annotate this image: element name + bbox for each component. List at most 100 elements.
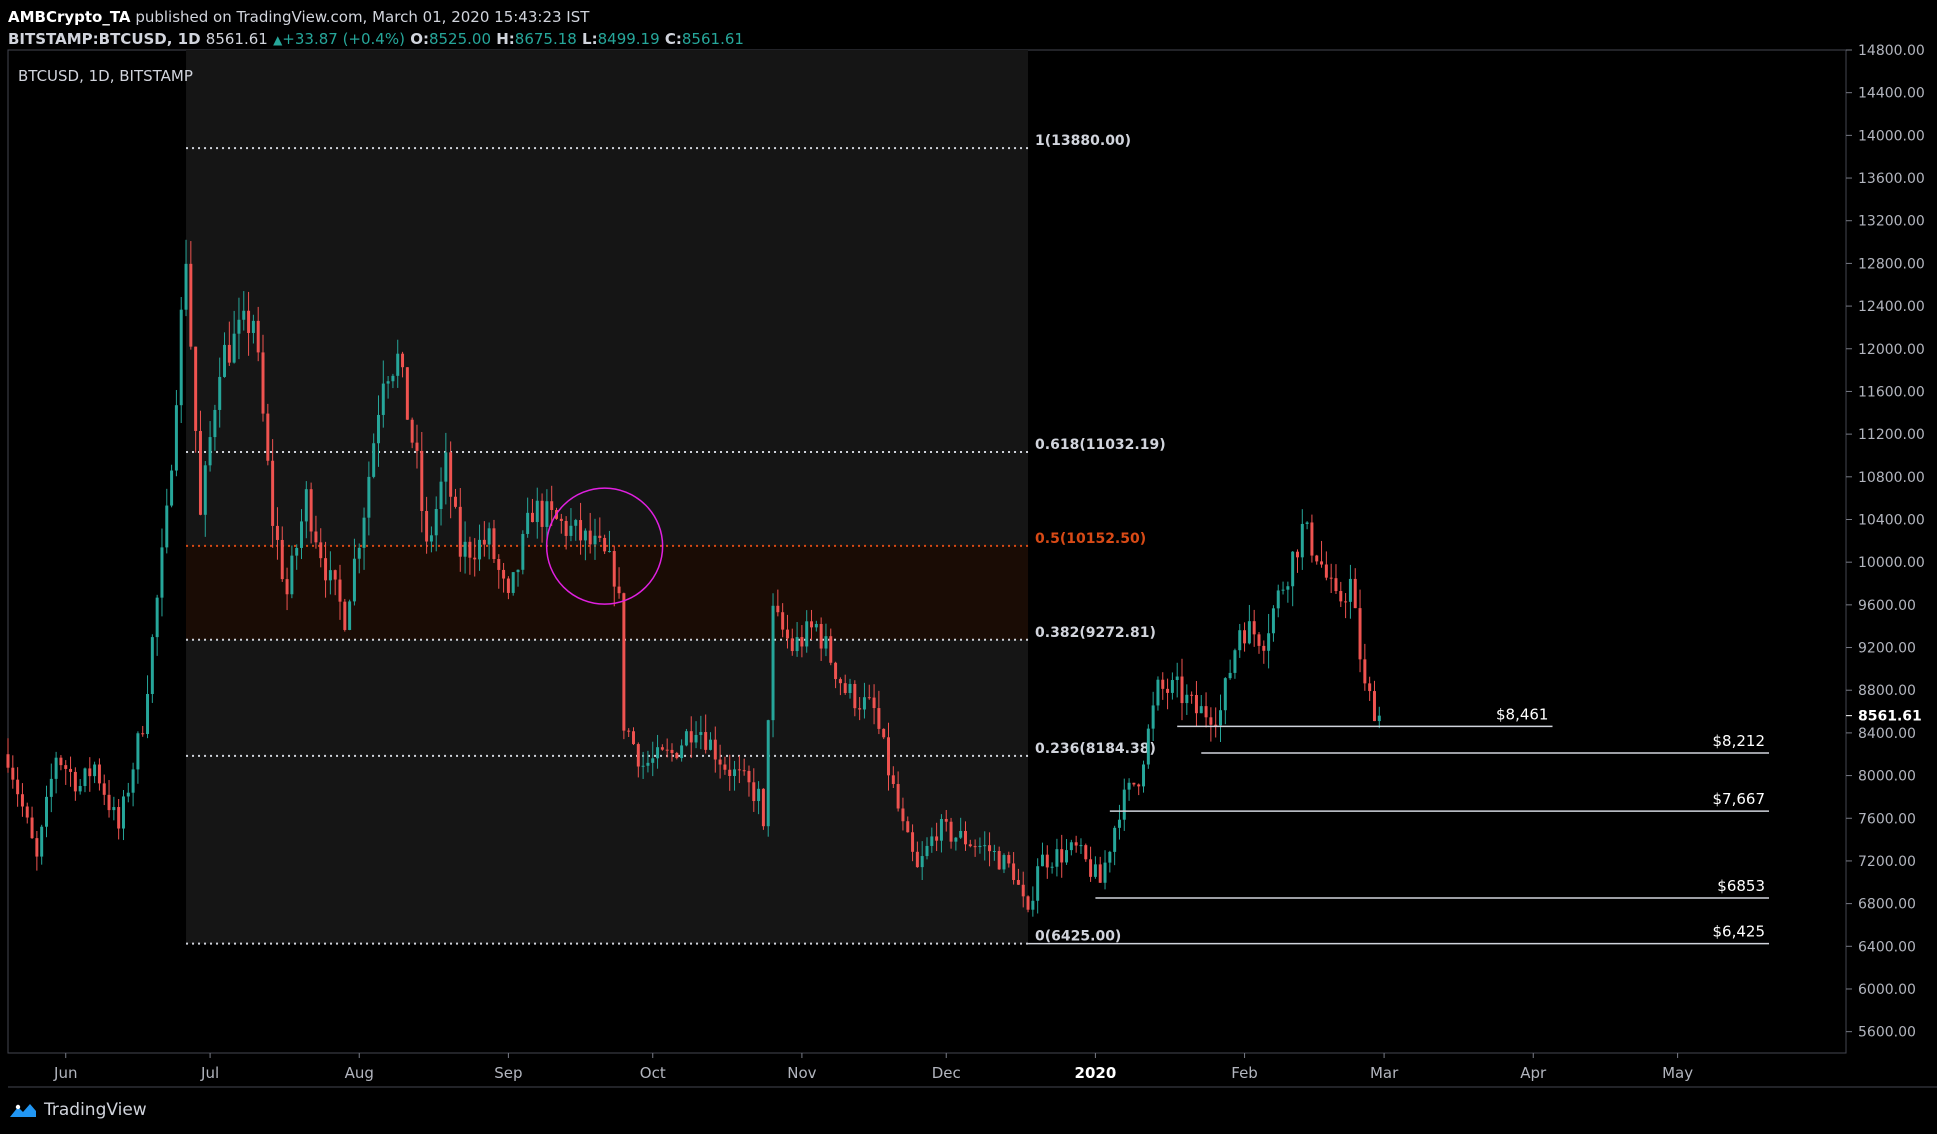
x-tick-label: Sep [494, 1064, 522, 1082]
candle-body [699, 732, 703, 735]
candle-body [968, 844, 972, 847]
candle-body [511, 572, 515, 593]
candle-body [1247, 621, 1251, 644]
candle-body [790, 638, 794, 652]
candle-body [627, 730, 631, 732]
candle-body [232, 333, 236, 363]
candle-body [887, 737, 890, 776]
y-tick-label: 13200.00 [1858, 214, 1925, 230]
candle-body [165, 505, 169, 548]
candle-body [78, 786, 82, 792]
y-tick-label: 6000.00 [1858, 982, 1916, 998]
candle-body [949, 821, 953, 842]
candle-body [309, 489, 313, 532]
candle-body [973, 846, 977, 848]
candle-body [1233, 650, 1237, 673]
candle-body [814, 623, 818, 628]
y-tick-label: 12800.00 [1858, 256, 1925, 272]
candle-body [896, 784, 900, 809]
candle-body [800, 637, 804, 647]
candle-body [324, 558, 328, 581]
candle-body [1334, 578, 1338, 592]
candle-body [901, 808, 905, 822]
candle-body [1329, 577, 1333, 579]
candle-body [1137, 784, 1141, 787]
footer-brand[interactable]: TradingView [44, 1100, 147, 1120]
candle-body [670, 749, 674, 754]
circle-annotation [545, 487, 664, 605]
candle-body [117, 807, 121, 829]
candle-body [598, 535, 602, 538]
candle-body [1093, 864, 1097, 877]
close-label: C: [664, 30, 682, 48]
candle-body [521, 533, 525, 570]
last-price-label: 8561.61 [1858, 709, 1922, 725]
candle-body [617, 586, 621, 594]
candle-body [155, 597, 159, 638]
candle-body [1050, 866, 1054, 868]
candle-body [583, 530, 587, 541]
candle-body [862, 697, 866, 710]
candle-body [1377, 715, 1381, 722]
candle-body [930, 836, 934, 846]
candle-body [766, 720, 770, 827]
candle-body [1098, 864, 1102, 883]
y-tick-label: 9200.00 [1858, 641, 1916, 657]
candle-body [516, 569, 520, 573]
candle-body [1310, 522, 1314, 556]
candle-body [97, 764, 101, 784]
candle-body [367, 476, 371, 518]
support-label: $6,425 [1713, 923, 1766, 941]
candle-body [304, 489, 308, 522]
candle-body [102, 783, 106, 795]
last-price: 8561.61 [205, 30, 268, 48]
candle-body [1142, 764, 1146, 787]
tradingview-logo-icon [10, 1104, 36, 1117]
symbol-label[interactable]: BITSTAMP:BTCUSD, 1D [8, 30, 201, 48]
candle-body [867, 697, 871, 699]
candle-body [915, 851, 919, 868]
candle-body [482, 539, 486, 545]
candle-body [675, 753, 679, 759]
candle-body [713, 739, 717, 760]
candle-body [295, 547, 299, 556]
candle-body [6, 754, 10, 768]
candle-body [429, 535, 433, 542]
close-value: 8561.61 [681, 30, 744, 48]
candle-body [1271, 608, 1275, 634]
candle-body [1281, 589, 1285, 591]
candle-body [1026, 896, 1030, 910]
candle-body [478, 539, 482, 560]
candle-body [1194, 695, 1198, 714]
candle-body [352, 558, 356, 602]
candle-body [25, 806, 29, 818]
candle-body [170, 470, 174, 506]
candle-body [213, 409, 217, 438]
candle-body [223, 344, 227, 377]
candle-body [54, 757, 58, 779]
author-name[interactable]: AMBCrypto_TA [8, 8, 131, 26]
candle-body [1069, 842, 1073, 851]
candle-body [1339, 591, 1343, 602]
candle-body [1320, 561, 1324, 565]
candle-body [1151, 705, 1155, 729]
candle-body [1040, 854, 1044, 867]
candle-body [502, 569, 506, 579]
candle-body [1089, 859, 1093, 877]
candle-body [771, 605, 775, 721]
candle-body [93, 764, 97, 777]
candle-body [1190, 694, 1194, 696]
candle-body [30, 817, 34, 839]
chart-title: BTCUSD, 1D, BITSTAMP [18, 67, 193, 85]
candle-body [829, 636, 833, 663]
candle-body [1291, 551, 1295, 587]
candle-body [487, 528, 491, 545]
candle-body [1156, 679, 1160, 706]
candle-body [651, 758, 655, 763]
candle-body [69, 768, 73, 772]
y-tick-label: 6800.00 [1858, 897, 1916, 913]
candle-body [1324, 564, 1328, 578]
candle-body [1055, 849, 1059, 867]
candle-body [997, 850, 1001, 870]
